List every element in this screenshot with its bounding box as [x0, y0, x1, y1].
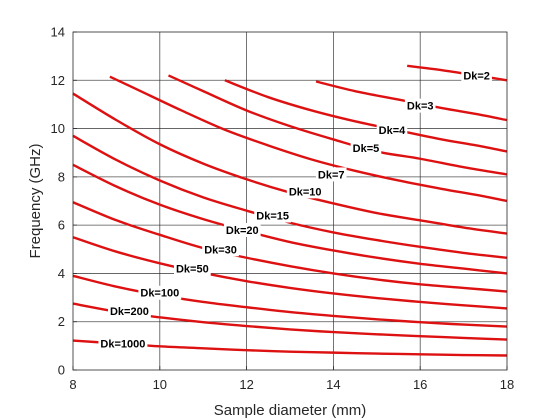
curve-label-background	[98, 336, 148, 351]
curve-label: Dk=7	[318, 169, 345, 181]
curve-label-background	[404, 98, 436, 113]
y-axis-title: Frequency (GHz)	[27, 143, 44, 258]
curve-label: Dk=1000	[100, 338, 145, 350]
curve-label-background	[223, 222, 261, 237]
series-line-dk-30	[72, 201, 508, 293]
curve-label: Dk=100	[140, 288, 179, 300]
series-line-dk-5	[167, 74, 508, 176]
series-line-dk-50	[72, 236, 508, 310]
y-tick-label: 2	[58, 314, 65, 329]
series-line-dk-15	[72, 134, 508, 259]
curve-label: Dk=2	[463, 70, 490, 82]
curve-label-background	[350, 140, 382, 155]
curve-label-background	[286, 184, 324, 199]
curve-label-background	[202, 242, 239, 257]
curve-label: Dk=4	[379, 125, 406, 137]
y-tick-label: 0	[58, 363, 65, 378]
x-tick-label: 8	[69, 377, 76, 392]
curve-label-group: Dk=5	[350, 140, 382, 155]
series-line-dk-7	[109, 75, 508, 203]
curve-label-group: Dk=50	[173, 261, 211, 276]
curve-label: Dk=10	[289, 186, 322, 198]
x-tick-label: 10	[153, 377, 167, 392]
plot-area	[73, 32, 507, 370]
curve-label-group: Dk=15	[254, 208, 291, 223]
curve-label-background	[108, 303, 151, 318]
y-tick-label: 6	[58, 218, 65, 233]
plot-frame	[72, 31, 508, 371]
series-curves	[72, 64, 508, 357]
curve-label: Dk=3	[407, 101, 434, 113]
curve-label-group: Dk=3	[404, 98, 436, 113]
curve-label-group: Dk=30	[202, 242, 239, 257]
curve-label-background	[315, 167, 347, 182]
curve-label: Dk=30	[204, 244, 237, 256]
curve-label-group: Dk=10	[286, 184, 324, 199]
y-tick-label: 8	[58, 169, 65, 184]
curve-label: Dk=15	[256, 210, 289, 222]
curve-label-group: Dk=2	[461, 68, 492, 83]
x-tick-label: 12	[239, 377, 253, 392]
curve-label: Dk=200	[110, 306, 149, 318]
x-tick-label: 14	[326, 377, 340, 392]
curve-label-background	[173, 261, 211, 276]
axis-ticks: 8 10 12 14 16 18 0 2 4 6 8 10 12 14	[51, 25, 515, 393]
curve-label: Dk=20	[226, 225, 259, 237]
curve-label-group: Dk=100	[138, 285, 182, 300]
curve-label-background	[254, 208, 291, 223]
series-line-dk-2	[407, 64, 508, 82]
series-line-dk-20	[72, 163, 508, 275]
curve-label-group: Dk=4	[376, 122, 408, 137]
x-axis-title: Sample diameter (mm)	[214, 402, 367, 419]
y-tick-label: 4	[58, 266, 65, 281]
grid	[73, 32, 507, 370]
curve-label-background	[138, 285, 182, 300]
curve-label-group: Dk=20	[223, 222, 261, 237]
y-tick-label: 10	[51, 121, 65, 136]
x-tick-label: 18	[500, 377, 514, 392]
y-tick-label: 14	[51, 25, 65, 40]
curve-label: Dk=50	[176, 264, 209, 276]
y-tick-label: 12	[51, 73, 65, 88]
curve-label-group: Dk=7	[315, 167, 347, 182]
curve-label-background	[376, 122, 408, 137]
curve-label: Dk=5	[353, 143, 380, 155]
curve-label-background	[461, 68, 492, 83]
x-tick-label: 16	[413, 377, 427, 392]
curve-label-group: Dk=1000	[98, 336, 148, 351]
curve-label-group: Dk=200	[108, 303, 151, 318]
